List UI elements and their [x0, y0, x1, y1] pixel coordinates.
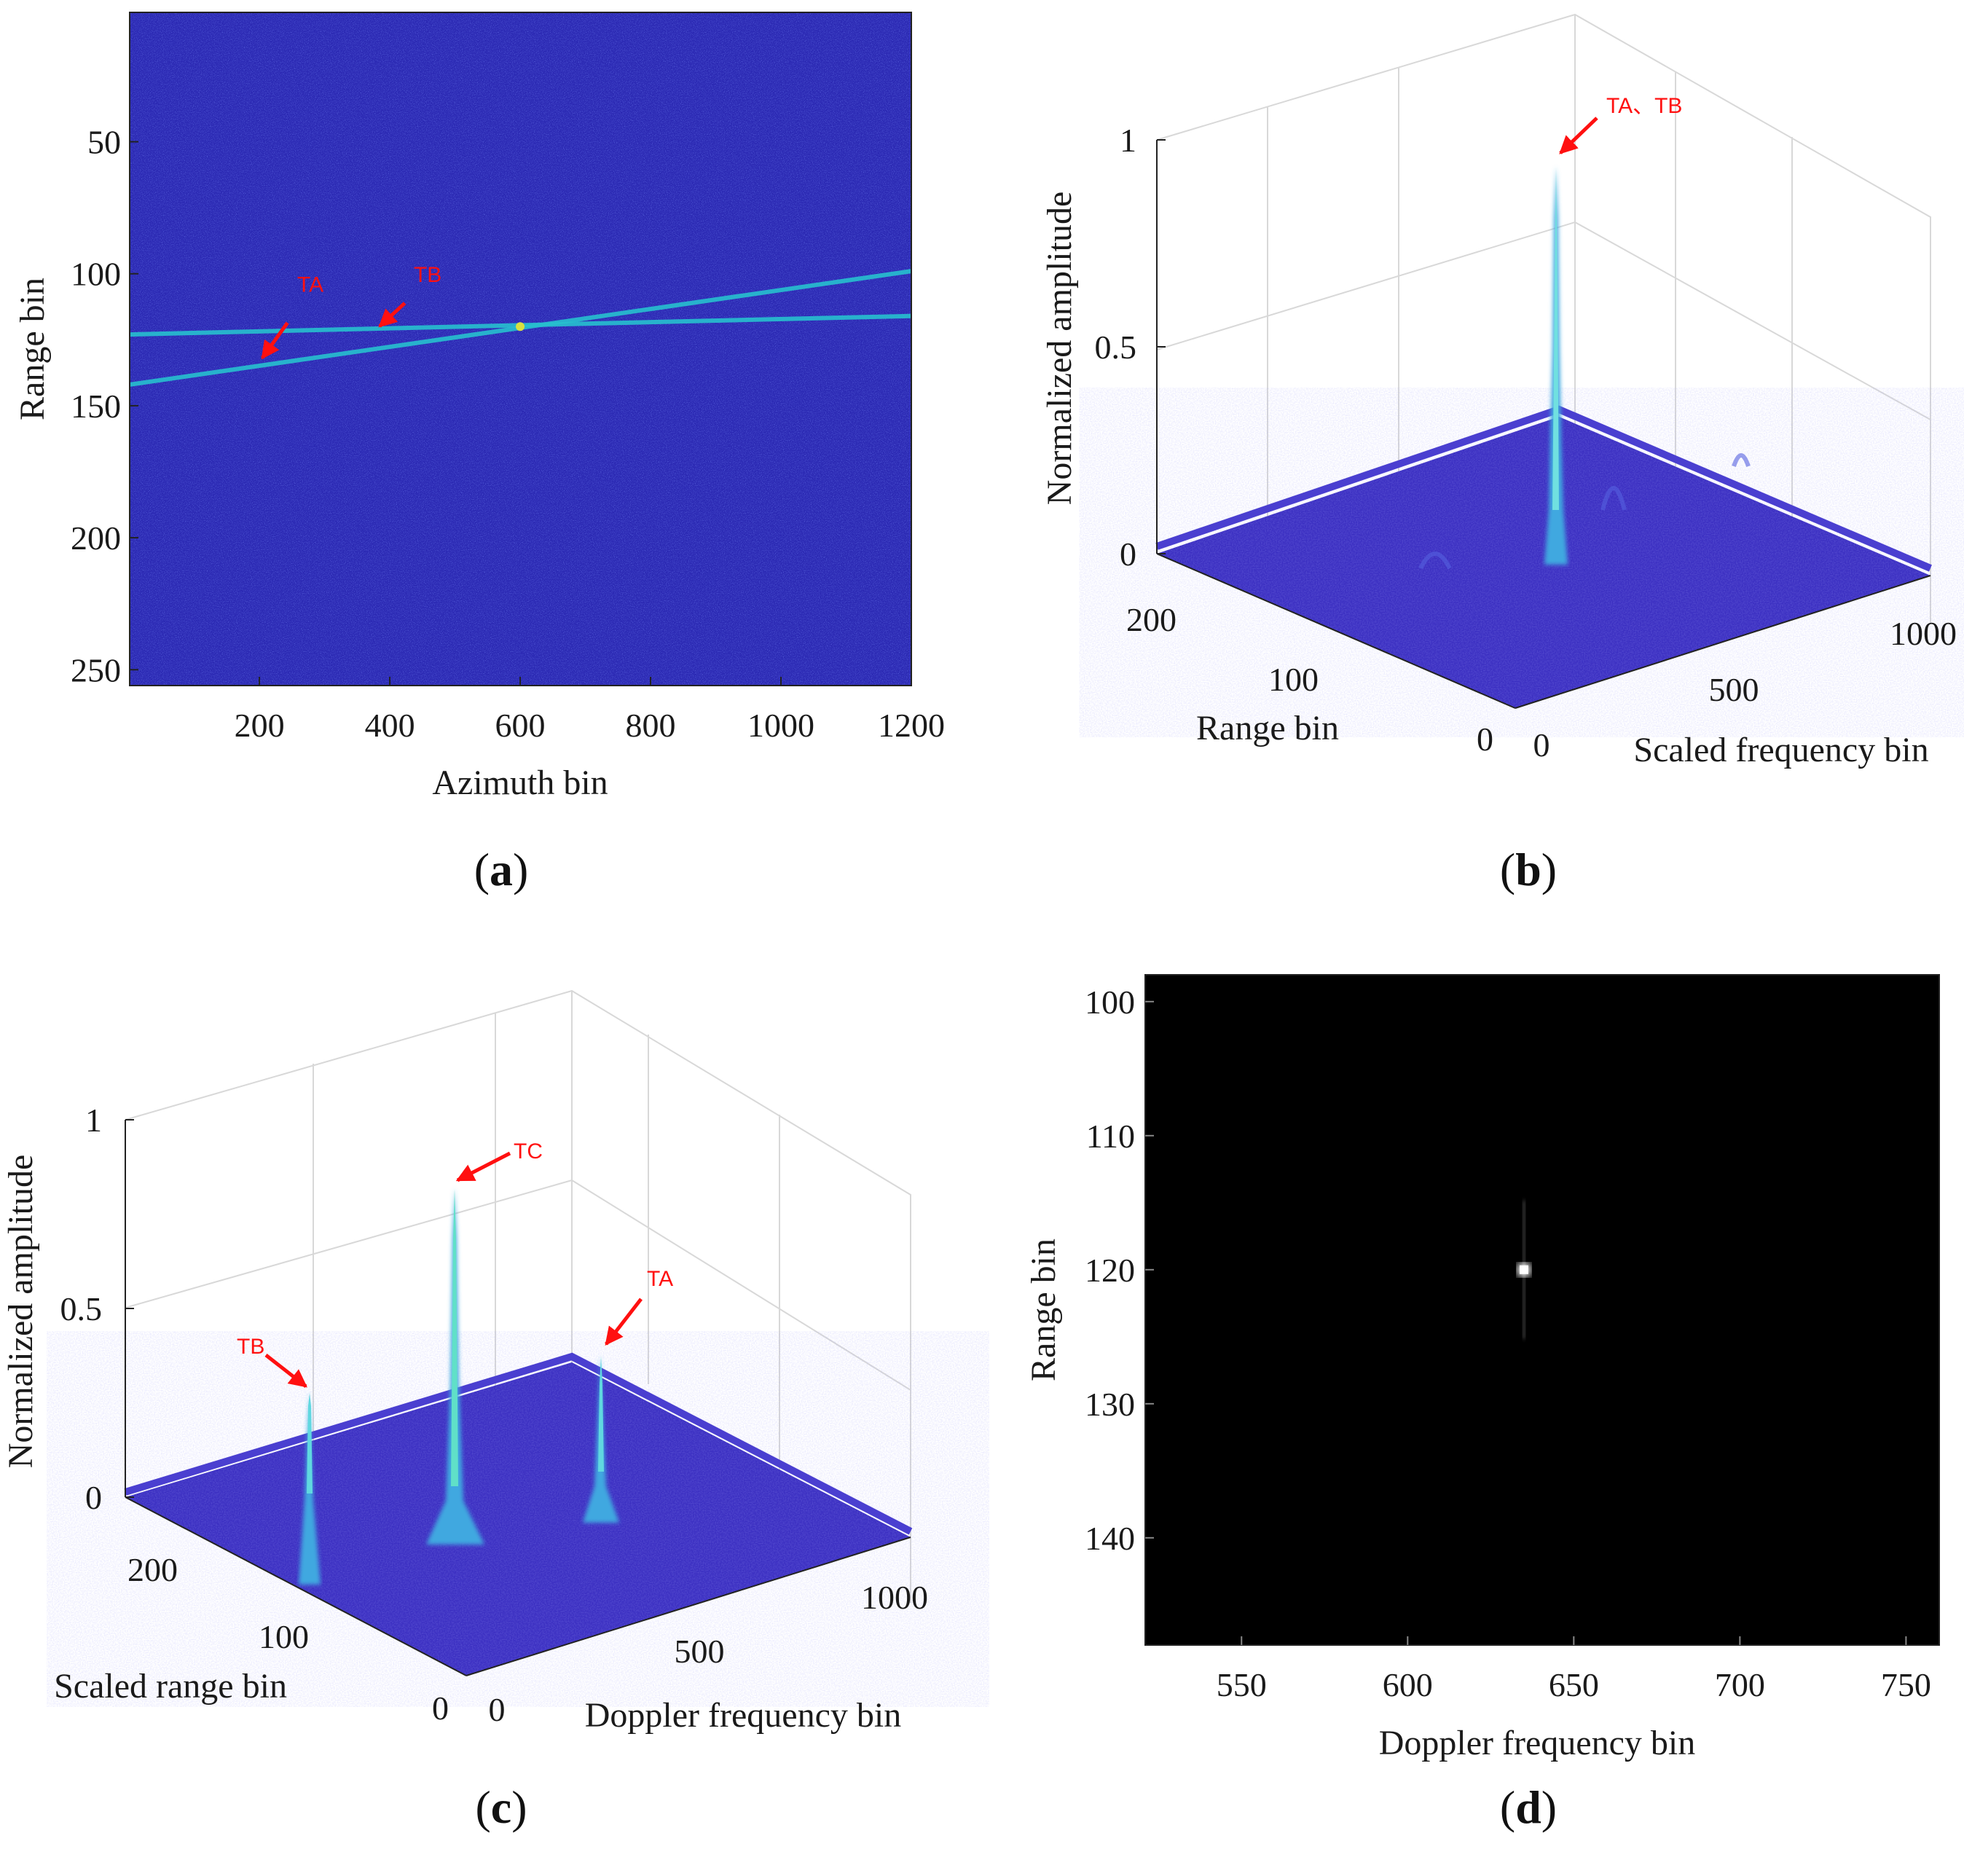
ytick-label: 150 — [71, 388, 121, 425]
annotation-label: TA — [297, 272, 323, 297]
xtick-label: 1200 — [878, 707, 945, 744]
xtick-label: 500 — [1709, 671, 1759, 708]
plot-a-ylabel: Range bin — [13, 278, 52, 420]
plot-c-floor-edge — [124, 1352, 913, 1535]
plot-c-annotation-tb: TB — [237, 1335, 307, 1388]
plot-d-ylabel: Range bin — [1024, 1239, 1063, 1381]
plot-b-ridge — [1418, 453, 1751, 570]
ytick-label: 110 — [1086, 1118, 1135, 1155]
xtick-label: 500 — [675, 1633, 725, 1670]
xtick-label: 750 — [1881, 1666, 1931, 1703]
ytick-label: 0 — [432, 1689, 449, 1727]
ytick-label: 120 — [1085, 1252, 1135, 1289]
plot-b-zlabel: Normalized amplitude — [1040, 192, 1079, 506]
plot-b-peak — [1544, 166, 1568, 565]
plot-c-annotation-ta: TA — [605, 1267, 673, 1346]
plot-a-noise — [130, 12, 911, 686]
plot-d-xticks: 550 600 650 700 750 — [1217, 1636, 1931, 1703]
plot-d-frame — [1144, 974, 1940, 1646]
ytick-label: 100 — [259, 1618, 309, 1655]
plot-c-ylabel: Scaled range bin — [54, 1667, 287, 1706]
ytick-label: 200 — [1126, 601, 1177, 638]
panel-d-label: (d) — [1500, 1781, 1557, 1833]
panel-b-label: (b) — [1500, 844, 1557, 895]
plot-d-area — [1145, 975, 1939, 1645]
svg-text:TC: TC — [514, 1139, 543, 1163]
plot-b-ylabel: Range bin — [1196, 709, 1339, 747]
xtick-label: 1000 — [1890, 615, 1957, 652]
ytick-label: 140 — [1085, 1520, 1135, 1557]
ztick-label: 0.5 — [60, 1290, 103, 1327]
crossing-point — [516, 322, 525, 331]
svg-text:TA、TB: TA、TB — [1606, 94, 1682, 118]
annotation-label: TB — [414, 263, 441, 287]
plot-a-yticks: 50 100 150 200 250 — [71, 124, 138, 688]
xtick-label: 400 — [365, 707, 415, 744]
ytick-label: 100 — [71, 256, 121, 293]
plot-b-grid — [1156, 13, 1931, 623]
xtick-label: 0 — [1533, 726, 1550, 764]
plot-a-annotations: TA TB — [261, 263, 441, 360]
annotation-arrow — [378, 302, 406, 328]
ytick-label: 200 — [71, 519, 121, 557]
xtick-label: 1000 — [861, 1579, 928, 1616]
plot-b-yticks: 0 100 200 — [1126, 601, 1493, 758]
panel-d-heatmap: 550 600 650 700 750 100 110 120 130 140 Doppler … — [1024, 974, 1940, 1762]
plot-b-zticks: 00.51 — [1095, 122, 1166, 573]
plot-c-annotation-tc: TC — [455, 1139, 543, 1182]
plot-a-signal-lines — [129, 269, 912, 387]
plot-c-xticks: 0 500 1000 — [489, 1579, 929, 1728]
ytick-label: 250 — [71, 651, 121, 688]
ytick-label: 200 — [127, 1551, 178, 1588]
ytick-label: 50 — [87, 124, 121, 161]
panel-a-label: (a) — [474, 844, 529, 895]
panel-c-label: (c) — [475, 1781, 527, 1833]
plot-c-peak-tb — [299, 1392, 321, 1585]
xtick-label: 1000 — [747, 707, 814, 744]
plot-a-xlabel: Azimuth bin — [432, 764, 608, 802]
annotation-ta: TA — [261, 272, 323, 360]
annotation-arrow — [261, 321, 289, 360]
plot-c-yticks: 0 100 200 — [127, 1551, 449, 1727]
xtick-label: 700 — [1715, 1666, 1765, 1703]
svg-text:TB: TB — [237, 1335, 264, 1359]
ztick-label: 1 — [1120, 122, 1136, 159]
ztick-label: 0 — [85, 1479, 102, 1516]
xtick-label: 0 — [489, 1691, 506, 1728]
plot-c-peak-tc — [426, 1188, 484, 1545]
ytick-label: 100 — [1085, 984, 1135, 1021]
plot-c-zlabel: Normalized amplitude — [1, 1155, 40, 1469]
xtick-label: 200 — [235, 707, 285, 744]
panel-a-heatmap: 200 400 600 800 1000 1200 50 100 150 200 250 Azim… — [13, 12, 945, 802]
xtick-label: 600 — [495, 707, 546, 744]
plot-b-xticks: 0 500 1000 — [1533, 615, 1957, 764]
plot-d-yticks: 100 110 120 130 140 — [1085, 984, 1154, 1557]
ztick-label: 0 — [1120, 535, 1136, 573]
peak-spot — [1519, 1265, 1528, 1274]
plot-d-peak — [1517, 1200, 1531, 1339]
xtick-label: 550 — [1217, 1666, 1267, 1703]
xtick-label: 800 — [626, 707, 676, 744]
ztick-label: 1 — [85, 1102, 102, 1139]
plot-c-floor-texture — [125, 1362, 911, 1676]
svg-text:TA: TA — [647, 1267, 673, 1291]
plot-b-floor-texture — [1157, 417, 1930, 708]
plot-c-peak-ta — [583, 1355, 619, 1523]
plot-d-xlabel: Doppler frequency bin — [1379, 1724, 1696, 1762]
xtick-label: 600 — [1383, 1666, 1433, 1703]
annotation-tb: TB — [378, 263, 441, 328]
ytick-label: 100 — [1268, 661, 1319, 698]
ytick-label: 130 — [1085, 1386, 1135, 1423]
plot-c-zticks: 00.51 — [60, 1102, 134, 1516]
plot-b-annotation: TA、TB — [1559, 94, 1682, 154]
plot-a-xticks: 200 400 600 800 1000 1200 — [235, 677, 945, 744]
plot-b-xlabel: Scaled frequency bin — [1633, 731, 1928, 769]
plot-c-xlabel: Doppler frequency bin — [585, 1696, 902, 1735]
ztick-label: 0.5 — [1095, 329, 1137, 366]
xtick-label: 650 — [1549, 1666, 1599, 1703]
ytick-label: 0 — [1477, 721, 1493, 758]
